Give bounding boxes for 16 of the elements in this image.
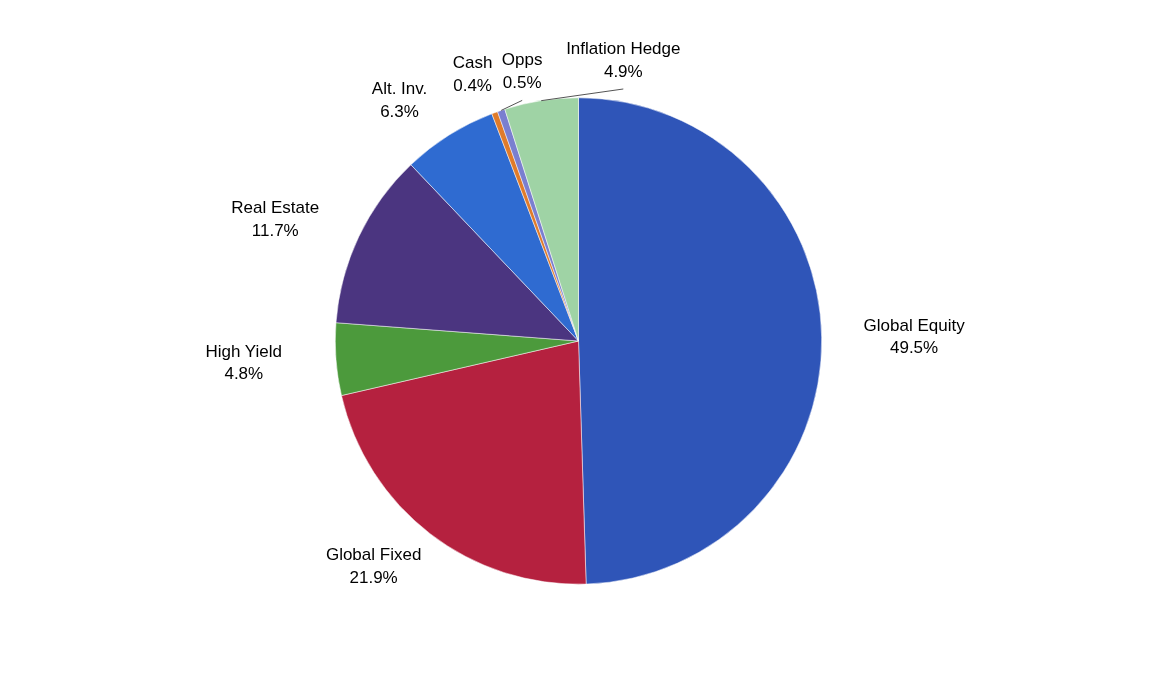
data-label: 0.5% <box>502 73 542 93</box>
slice-label: Opps <box>501 50 543 70</box>
slice-label: Global Equity <box>863 315 966 335</box>
slice-label: Cash <box>452 52 493 72</box>
slice-label: Real Estate <box>231 198 320 218</box>
data-label: 49.5% <box>889 338 939 358</box>
data-label: 0.4% <box>453 75 492 95</box>
slice-label: High Yield <box>205 341 282 361</box>
data-label: 21.9% <box>349 568 398 588</box>
data-label: 4.9% <box>603 61 643 81</box>
data-label: 6.3% <box>380 102 419 122</box>
data-label: 11.7% <box>251 220 299 240</box>
slice-label: Alt. Inv. <box>371 79 428 99</box>
slice-label: Inflation Hedge <box>566 38 681 58</box>
slice-label: Global Fixed <box>325 545 422 565</box>
data-label: 4.8% <box>224 364 264 384</box>
